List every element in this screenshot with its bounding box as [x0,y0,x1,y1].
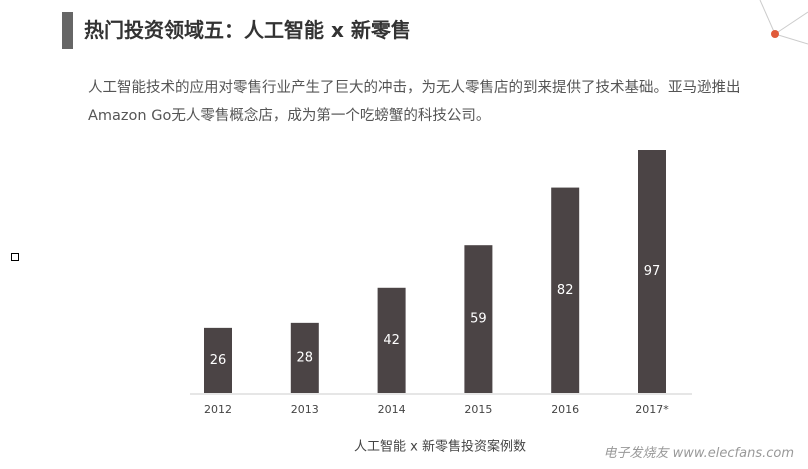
watermark: 电子发烧友 www.elecfans.com [603,446,794,461]
title: 热门投资领域五：人工智能 x 新零售 [84,18,411,42]
network-icon [759,0,808,45]
value-label: 42 [383,333,400,348]
bar [464,245,493,393]
bar [377,287,406,393]
value-label: 28 [297,350,314,365]
x-tick-label: 2012 [204,403,232,416]
x-tick-label: 2017* [635,403,669,416]
value-label: 82 [557,283,574,298]
bar [638,150,666,393]
value-label: 59 [470,312,487,327]
value-label: 26 [210,353,227,368]
x-tick-label: 2015 [464,403,492,416]
paragraph: 人工智能技术的应用对零售行业产生了巨大的冲击，为无人零售店的到来提供了技术基础。… [88,80,741,124]
handle [11,253,19,261]
x-tick-label: 2013 [291,403,319,416]
x-tick-label: 2014 [378,403,406,416]
x-tick-label: 2016 [551,403,579,416]
title-marker [62,12,73,49]
x-axis-label: 人工智能 x 新零售投资案例数 [354,439,526,455]
value-label: 97 [644,264,661,279]
bar [290,322,319,393]
bar [551,187,580,393]
bar [204,327,232,393]
